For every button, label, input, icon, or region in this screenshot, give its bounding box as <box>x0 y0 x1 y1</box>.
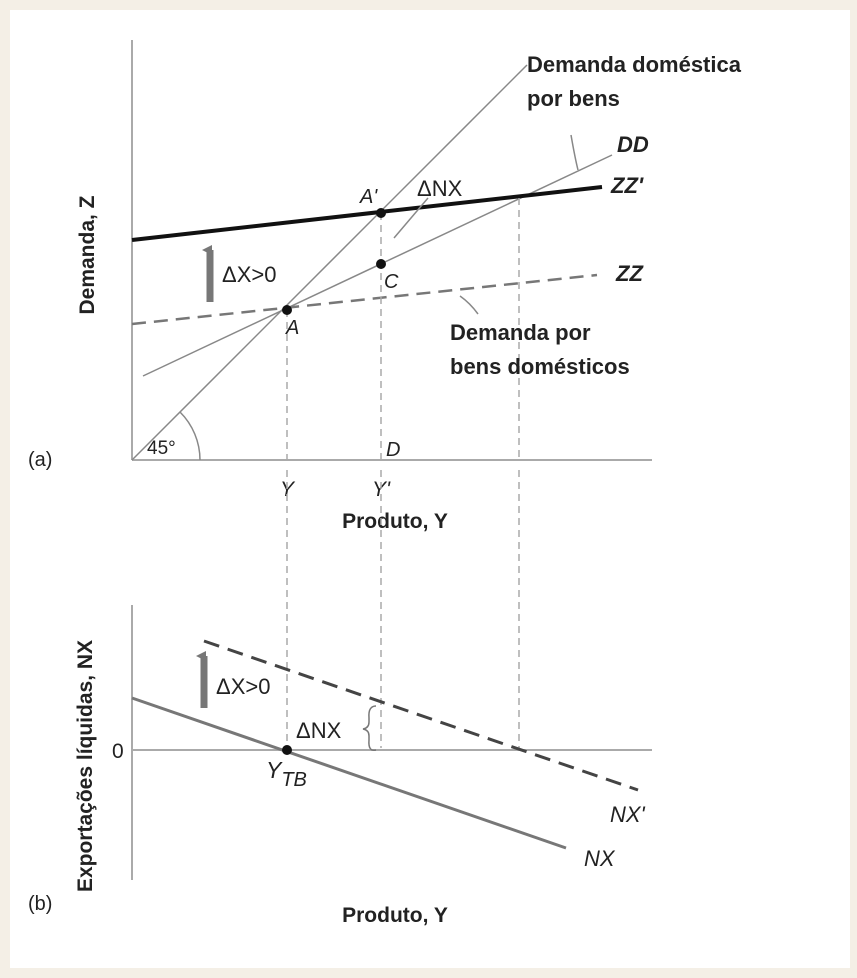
delta-x-label-a: ΔX>0 <box>222 262 276 287</box>
point-c <box>376 259 386 269</box>
point-y-tb <box>282 745 292 755</box>
label-point-c: C <box>384 271 399 293</box>
label-nx-prime: NX' <box>610 802 646 827</box>
delta-nx-leader <box>393 197 429 239</box>
label-point-a: A <box>285 317 299 339</box>
panel-b-y-axis-label: Exportações líquidas, NX <box>74 640 97 892</box>
forty-five-degree-line <box>131 64 528 461</box>
label-nx: NX <box>584 846 616 871</box>
annotation-domesticos-line-2: bens domésticos <box>450 354 630 379</box>
panel-b: (b) Exportações líquidas, NX Produto, Y … <box>28 605 652 927</box>
delta-nx-brace <box>362 705 377 752</box>
domesticos-leader <box>459 295 479 315</box>
panel-a-tag: (a) <box>28 449 52 471</box>
point-a-prime <box>376 208 386 218</box>
delta-nx-label-a: ΔNX <box>417 176 463 201</box>
label-point-d: D <box>386 439 400 461</box>
nx-curve <box>131 696 567 850</box>
panel-a-y-axis-label: Demanda, Z <box>76 195 99 314</box>
panel-background <box>10 10 850 968</box>
annotation-domestica-line-1: Demanda doméstica <box>527 52 742 77</box>
label-point-a-prime: A' <box>359 186 378 208</box>
nx-prime-curve <box>203 639 639 792</box>
label-zz-prime: ZZ' <box>610 173 644 198</box>
zz-prime-curve <box>131 185 603 242</box>
label-dd: DD <box>617 132 649 157</box>
tick-y-prime: Y' <box>372 478 391 501</box>
delta-x-label-b: ΔX>0 <box>216 674 270 699</box>
panel-a: (a) Demanda, Z Produto, Y 45° Y Y' A A' … <box>28 40 742 533</box>
annotation-domesticos-line-1: Demanda por <box>450 320 591 345</box>
label-zz: ZZ <box>615 261 644 286</box>
panel-a-x-axis-label: Produto, Y <box>342 510 448 533</box>
label-y-tb: YTB <box>266 757 307 791</box>
tick-y: Y <box>280 478 296 501</box>
domestica-leader <box>570 134 579 171</box>
panel-b-tag: (b) <box>28 893 52 915</box>
panel-b-x-axis-label: Produto, Y <box>342 904 448 927</box>
annotation-domestica-line-2: por bens <box>527 86 620 111</box>
angle-label: 45° <box>147 438 176 459</box>
point-a <box>282 305 292 315</box>
zero-tick: 0 <box>112 740 124 763</box>
angle-arc <box>179 411 201 461</box>
zz-curve <box>131 273 598 326</box>
delta-nx-label-b: ΔNX <box>296 718 342 743</box>
